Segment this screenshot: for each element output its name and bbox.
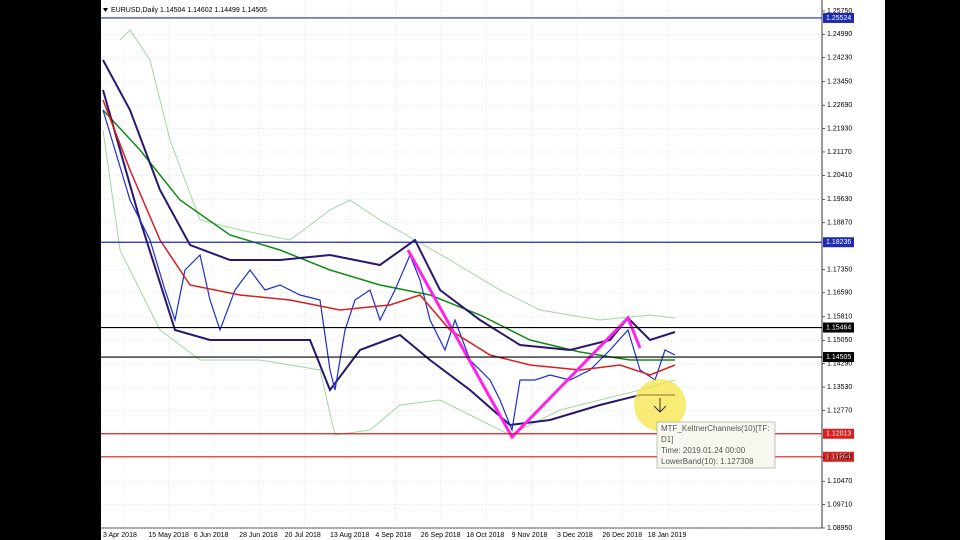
date-label: 15 May 2018 xyxy=(148,532,189,539)
level-label: 1.25524 xyxy=(826,15,851,22)
level-badge xyxy=(823,428,854,439)
date-label: 3 Dec 2018 xyxy=(557,532,593,539)
price-label: 1.14290 xyxy=(827,361,852,368)
tooltip-line: D1] xyxy=(661,435,673,444)
date-label: 28 Jun 2018 xyxy=(239,532,278,539)
price-label: 1.20410 xyxy=(827,172,852,179)
price-label: 1.15810 xyxy=(827,314,852,321)
date-label: 3 Apr 2018 xyxy=(103,532,137,539)
chart-header: EURUSD,Daily 1.14504 1.14602 1.14499 1.1… xyxy=(111,7,267,14)
keltner-upper xyxy=(102,59,676,352)
date-label: 4 Sep 2018 xyxy=(375,532,411,539)
zigzag xyxy=(406,249,642,440)
date-label: 26 Dec 2018 xyxy=(602,532,642,539)
price-label: 1.23450 xyxy=(827,79,852,86)
level-label: 1.18236 xyxy=(826,239,851,246)
keltner-lower xyxy=(102,89,675,427)
price-path xyxy=(102,109,676,433)
bollinger-lower xyxy=(102,129,676,436)
bollinger-upper xyxy=(119,29,676,321)
price-label: 1.13530 xyxy=(827,384,852,391)
price-label: 1.18870 xyxy=(827,220,852,227)
price-label: 1.17350 xyxy=(827,266,852,273)
price-label: 1.08950 xyxy=(827,525,852,532)
level-badge xyxy=(823,12,854,23)
price-label: 1.21930 xyxy=(827,125,852,132)
level-badge xyxy=(823,322,854,333)
price-label: 1.11250 xyxy=(827,454,852,461)
tooltip-line: MTF_KeltnerChannels(10)[TF: xyxy=(661,424,769,433)
level-badge xyxy=(823,237,854,248)
level-label: 1.15464 xyxy=(826,324,851,331)
level-badge xyxy=(823,352,854,363)
moving-average-long xyxy=(102,109,675,361)
level-label: 1.14505 xyxy=(826,354,851,361)
level-label: 1.11264 xyxy=(826,454,851,461)
tooltip-line: Time: 2019.01.24 00:00 xyxy=(661,446,746,455)
price-label: 1.21170 xyxy=(827,149,852,156)
price-label: 1.12770 xyxy=(827,407,852,414)
price-label: 1.15050 xyxy=(827,337,852,344)
tooltip: MTF_KeltnerChannels(10)[TF: D1] Time: 2019… xyxy=(656,421,776,469)
date-label: 6 Jun 2018 xyxy=(194,532,229,539)
date-label: 26 Sep 2018 xyxy=(421,532,461,539)
price-label: 1.24230 xyxy=(827,55,852,62)
cursor xyxy=(653,398,667,413)
moving-average-short xyxy=(102,99,676,376)
date-label: 13 Aug 2018 xyxy=(330,532,369,539)
date-label: 9 Nov 2018 xyxy=(512,532,548,539)
date-label: 20 Jul 2018 xyxy=(285,532,321,539)
price-label: 1.10470 xyxy=(827,478,852,485)
tooltip-box xyxy=(656,421,776,469)
level-badge xyxy=(823,451,854,462)
date-label: 18 Jan 2019 xyxy=(648,532,687,539)
level-label: 1.12013 xyxy=(826,431,851,438)
price-label: 1.25750 xyxy=(827,8,852,15)
tooltip-line: LowerBand(10): 1.127308 xyxy=(661,457,754,466)
price-label: 1.09710 xyxy=(827,501,852,508)
symbol-marker xyxy=(103,8,108,12)
price-label: 1.19630 xyxy=(827,196,852,203)
date-label: 18 Oct 2018 xyxy=(466,532,504,539)
price-label: 1.16590 xyxy=(827,290,852,297)
price-label: 1.24990 xyxy=(827,31,852,38)
price-label: 1.22690 xyxy=(827,102,852,109)
